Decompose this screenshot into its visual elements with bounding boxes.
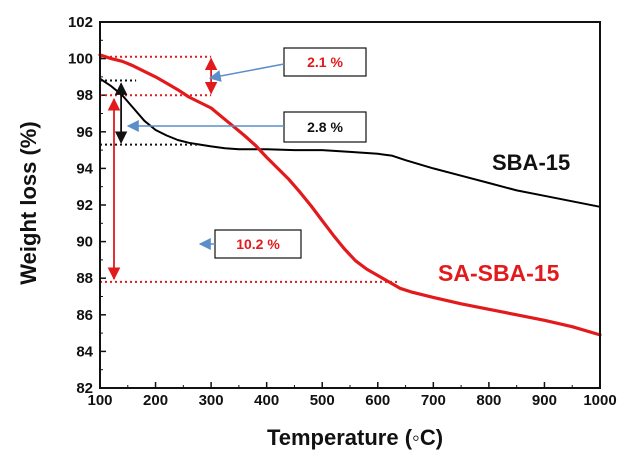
pointer-arrow-2-1	[208, 63, 285, 82]
y-tick-label: 84	[76, 343, 93, 360]
series-label-sa-sba-15: SA-SBA-15	[438, 260, 560, 286]
x-tick-label: 600	[365, 392, 390, 409]
y-axis-title: Weight loss (%)	[16, 121, 41, 284]
plot-frame	[99, 21, 601, 389]
x-axis-title: Temperature (◦C)	[267, 425, 443, 450]
x-tick-label: 800	[476, 392, 501, 409]
y-tick-label: 98	[76, 87, 93, 104]
series-line-sba-15	[99, 77, 601, 208]
x-tick-labels: 100 200 300 400 500 600 700 800 900 1000	[87, 392, 616, 409]
annotations-group: 2.1 % 2.8 % 10.2 %	[100, 47, 400, 283]
series-label-sba-15: SBA-15	[492, 150, 570, 175]
x-tick-label: 700	[421, 392, 446, 409]
series-line-sa-sba-15	[98, 53, 602, 337]
series-group	[98, 53, 602, 337]
y-tick-label: 96	[76, 124, 93, 141]
x-tick-label: 300	[199, 392, 224, 409]
label-box-2-8	[283, 111, 367, 143]
annotation-label-2-1: 2.1 %	[307, 54, 343, 70]
x-tick-label: 200	[143, 392, 168, 409]
y-tick-label: 94	[76, 160, 93, 177]
y-tick-label: 88	[76, 270, 93, 287]
y-tick-label: 86	[76, 307, 93, 324]
x-tick-label: 100	[87, 392, 112, 409]
annotation-label-2-8: 2.8 %	[307, 119, 343, 135]
y-tick-label: 100	[68, 51, 93, 68]
x-tick-label: 1000	[583, 392, 616, 409]
label-box-10-2	[214, 229, 302, 259]
x-tick-label: 900	[532, 392, 557, 409]
annotation-label-10-2: 10.2 %	[236, 236, 280, 252]
y-tick-label: 90	[76, 234, 93, 251]
y-tick-label: 102	[68, 14, 93, 31]
y-tick-labels: 82 84 86 88 90 92 94 96 98 100 102	[68, 14, 94, 397]
y-tick-label: 92	[76, 197, 93, 214]
y-tick-label: 82	[76, 380, 93, 397]
label-box-2-1	[283, 47, 367, 77]
axis-ticks	[99, 21, 601, 389]
x-tick-label: 400	[254, 392, 279, 409]
x-tick-label: 500	[310, 392, 335, 409]
